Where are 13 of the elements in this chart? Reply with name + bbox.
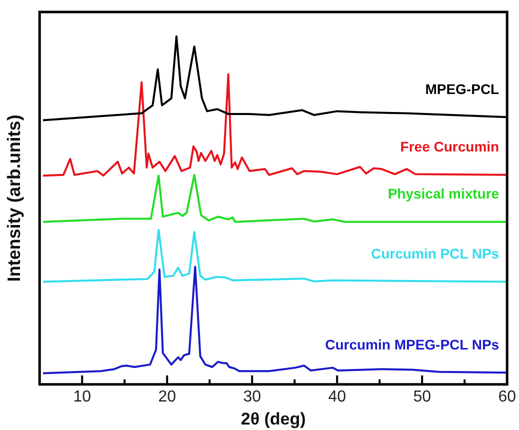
series-label: Free Curcumin (400, 138, 500, 155)
y-axis-title: Intensity (arb.units) (4, 114, 24, 282)
series-label: Physical mixture (388, 186, 500, 202)
series-label: Curcumin PCL NPs (370, 246, 500, 262)
x-tick-label: 20 (158, 388, 176, 406)
series-label: MPEG-PCL (425, 80, 500, 97)
x-axis-title: 2θ (deg) (240, 409, 306, 428)
x-tick-label: 60 (498, 388, 516, 406)
x-tick-label: 50 (413, 388, 432, 406)
series-label: Curcumin MPEG-PCL NPs (325, 336, 500, 352)
x-tick-label: 40 (328, 388, 346, 406)
x-tick-label: 10 (73, 388, 92, 406)
x-tick-label: 30 (243, 388, 262, 406)
